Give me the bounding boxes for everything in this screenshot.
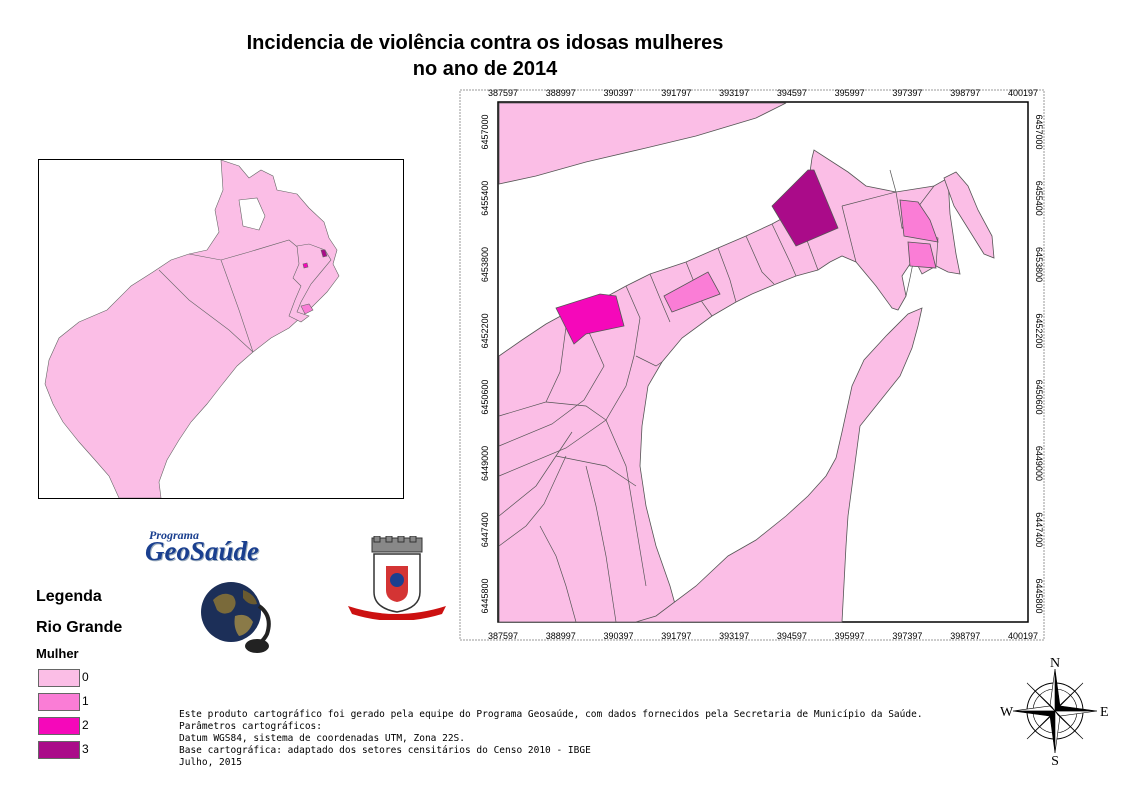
logo-programa-text: Programa xyxy=(149,528,200,542)
x-tick-label-top: 390397 xyxy=(604,88,634,98)
y-tick-label-right: 6455400 xyxy=(1034,181,1044,216)
x-ticks-top: 387597 388997 390397 391797 393197 394597 3959… xyxy=(488,88,1038,98)
y-tick-label-right: 6450600 xyxy=(1034,380,1044,415)
x-tick-label-top: 397397 xyxy=(892,88,922,98)
inset-city-sector-3 xyxy=(320,249,328,258)
sector-value-1 xyxy=(899,199,939,243)
inset-division xyxy=(220,259,254,353)
logo-geosaude-text: GeoSaúde xyxy=(145,536,259,566)
inset-island xyxy=(238,197,266,231)
x-tick-label-bottom: 388997 xyxy=(546,631,576,641)
legend-swatch-3 xyxy=(38,741,80,759)
x-tick-label-top: 400197 xyxy=(1008,88,1038,98)
x-tick-label-bottom: 391797 xyxy=(661,631,691,641)
x-tick-label-bottom: 394597 xyxy=(777,631,807,641)
inset-city-sector-2 xyxy=(302,262,309,269)
x-tick-label-top: 388997 xyxy=(546,88,576,98)
sector-value-3 xyxy=(771,169,839,247)
y-tick-label-left: 6457000 xyxy=(480,114,490,149)
x-tick-label-bottom: 400197 xyxy=(1008,631,1038,641)
legend-label-0: 0 xyxy=(82,670,89,684)
y-tick-label-left: 6450600 xyxy=(480,380,490,415)
inset-division xyxy=(188,239,302,261)
x-tick-label-top: 387597 xyxy=(488,88,518,98)
main-map: 387597 388997 390397 391797 393197 394597 3959… xyxy=(456,86,1048,644)
y-tick-label-left: 6445800 xyxy=(480,578,490,613)
y-ticks-left: 6457000 6455400 6453800 6452200 6450600 64490… xyxy=(480,114,490,613)
y-tick-label-right: 6457000 xyxy=(1034,114,1044,149)
x-tick-label-top: 394597 xyxy=(777,88,807,98)
legend-subtitle: Rio Grande xyxy=(36,619,123,636)
note-line: Parâmetros cartográficos: xyxy=(179,721,322,732)
y-tick-label-left: 6453800 xyxy=(480,247,490,282)
region-east-spit xyxy=(943,171,995,259)
x-tick-label-top: 391797 xyxy=(661,88,691,98)
inset-municipality xyxy=(44,160,340,498)
compass-e-label: E xyxy=(1100,705,1109,720)
coat-of-arms-icon xyxy=(348,535,446,621)
coat-of-arms xyxy=(346,535,448,625)
compass-w-label: W xyxy=(1000,705,1014,720)
x-tick-label-top: 393197 xyxy=(719,88,749,98)
note-line: Datum WGS84, sistema de coordenadas UTM,… xyxy=(179,733,465,744)
sector-value-1 xyxy=(907,241,937,269)
x-tick-label-bottom: 395997 xyxy=(835,631,865,641)
y-tick-label-left: 6455400 xyxy=(480,181,490,216)
map-notes: Este produto cartográfico foi gerado pel… xyxy=(179,709,923,769)
inset-city-sector-1 xyxy=(300,303,314,315)
region-north-shore xyxy=(498,102,787,185)
legend-title: Legenda xyxy=(36,588,102,605)
y-tick-label-left: 6447400 xyxy=(480,512,490,547)
x-tick-label-top: 395997 xyxy=(835,88,865,98)
legend-swatch-0 xyxy=(38,669,80,687)
y-tick-label-right: 6445800 xyxy=(1034,578,1044,613)
map-title-line2: no ano de 2014 xyxy=(412,58,558,80)
inset-map xyxy=(38,159,404,499)
note-line: Base cartográfica: adaptado dos setores … xyxy=(179,745,591,756)
globe-stethoscope-icon xyxy=(201,582,271,653)
sector-value-2 xyxy=(555,293,625,345)
sector-value-1 xyxy=(663,271,721,313)
legend-field-name: Mulher xyxy=(36,646,79,661)
map-title: Incidencia de violência contra os idosas… xyxy=(200,30,770,82)
y-tick-label-right: 6449000 xyxy=(1034,446,1044,481)
map-title-line1: Incidencia de violência contra os idosas… xyxy=(246,32,724,54)
legend-label-1: 1 xyxy=(82,694,89,708)
main-map-svg: 387597 388997 390397 391797 393197 394597 3959… xyxy=(459,88,1045,641)
legend-label-3: 3 xyxy=(82,742,89,756)
x-tick-label-top: 398797 xyxy=(950,88,980,98)
x-tick-label-bottom: 398797 xyxy=(950,631,980,641)
region-south xyxy=(635,307,923,623)
y-tick-label-left: 6449000 xyxy=(480,446,490,481)
y-tick-label-right: 6452200 xyxy=(1034,313,1044,348)
legend-label-2: 2 xyxy=(82,718,89,732)
y-tick-label-right: 6453800 xyxy=(1034,247,1044,282)
y-ticks-right: 6457000 6455400 6453800 6452200 6450600 64490… xyxy=(1034,114,1044,613)
compass-n-label: N xyxy=(1050,656,1060,671)
graticule-frame-outer xyxy=(459,89,1045,641)
x-tick-label-bottom: 393197 xyxy=(719,631,749,641)
compass-s-label: S xyxy=(1051,754,1059,767)
x-tick-label-bottom: 387597 xyxy=(488,631,518,641)
compass-rose: N S E W xyxy=(1000,655,1110,772)
legend-swatch-2 xyxy=(38,717,80,735)
x-tick-label-bottom: 390397 xyxy=(604,631,634,641)
inset-city-detail xyxy=(288,243,332,323)
x-ticks-bottom: 387597 388997 390397 391797 393197 394597 3959… xyxy=(488,631,1038,641)
legend-swatch-1 xyxy=(38,693,80,711)
y-tick-label-right: 6447400 xyxy=(1034,512,1044,547)
compass-rose-icon: N S E W xyxy=(1000,656,1109,769)
note-line: Este produto cartográfico foi gerado pel… xyxy=(179,709,923,720)
x-tick-label-bottom: 397397 xyxy=(892,631,922,641)
inset-map-svg xyxy=(44,160,340,498)
note-line: Julho, 2015 xyxy=(179,757,242,768)
y-tick-label-left: 6452200 xyxy=(480,313,490,348)
inset-division xyxy=(158,269,254,353)
